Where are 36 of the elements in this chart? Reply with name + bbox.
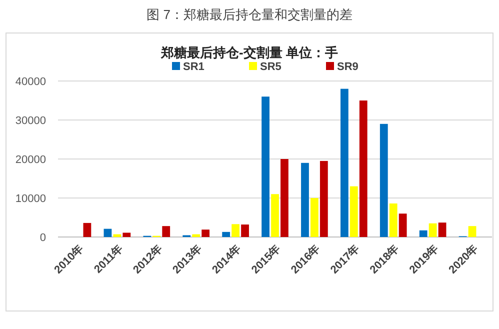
chart-subtitle: 郑糖最后持仓-交割量 单位：手 (160, 45, 338, 60)
legend-label: SR9 (337, 61, 358, 73)
y-tick-label: 30000 (15, 115, 46, 127)
bar (350, 186, 358, 237)
bar (83, 222, 92, 237)
bar (122, 232, 131, 237)
bar (241, 224, 249, 237)
bar (359, 100, 368, 237)
y-tick-label: 20000 (15, 154, 46, 166)
bar (104, 228, 112, 237)
bar (113, 234, 122, 237)
bar (310, 198, 318, 237)
bar (271, 194, 279, 237)
bar (340, 88, 348, 237)
y-tick-label: 40000 (15, 76, 46, 88)
y-tick-label: 0 (40, 232, 46, 244)
bar (280, 159, 288, 237)
bar (428, 223, 437, 237)
bar (380, 124, 388, 237)
bar (389, 203, 398, 237)
legend-label: SR5 (260, 61, 282, 73)
bar (301, 162, 309, 237)
bar (262, 96, 270, 237)
bar (222, 232, 230, 237)
bar (419, 230, 428, 237)
bar (192, 234, 200, 237)
chart-title: 图 7：郑糖最后持仓量和交割量的差 (146, 7, 352, 22)
bar (438, 222, 446, 237)
legend-label: SR1 (183, 61, 204, 73)
bar (162, 226, 170, 237)
y-tick-label: 10000 (15, 193, 46, 205)
bar (202, 230, 210, 237)
bar (232, 224, 240, 237)
bar (468, 226, 476, 237)
bar (320, 160, 328, 237)
bar (398, 214, 407, 237)
